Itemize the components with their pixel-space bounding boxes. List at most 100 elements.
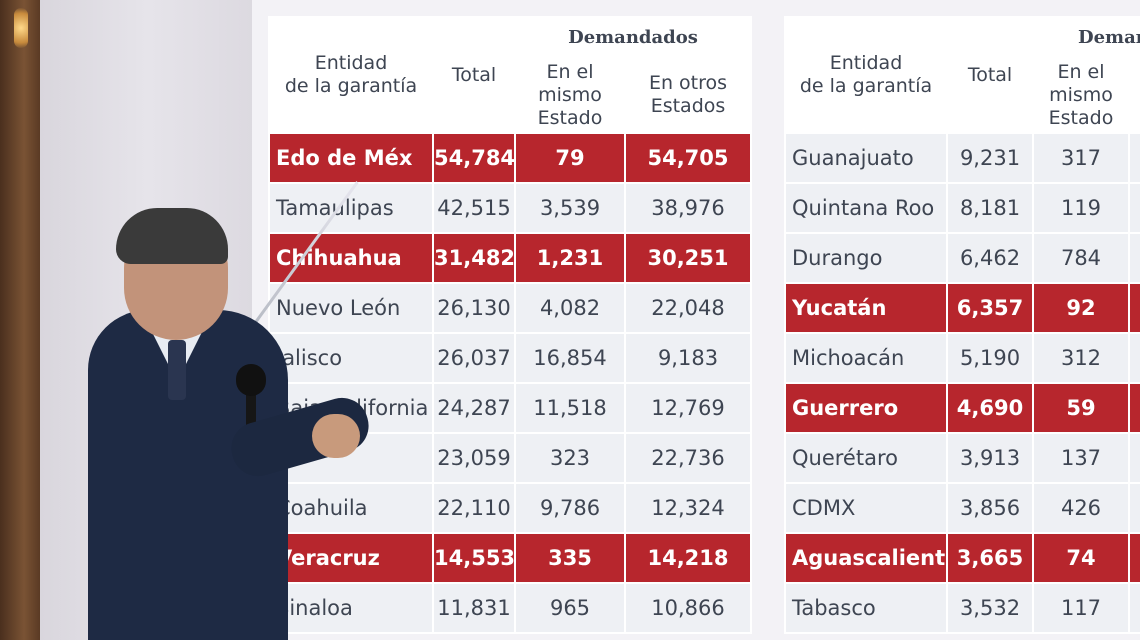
cropped-cell: [1127, 282, 1140, 334]
cell-other: 12,769: [624, 382, 752, 434]
cell-name: Coahuila: [268, 482, 434, 534]
cell-name: Quintana Roo: [784, 182, 948, 234]
cell-same: 965: [514, 582, 626, 634]
cell-name: Veracruz: [268, 532, 434, 584]
col-entity-header: Entidad de la garantía: [784, 16, 948, 134]
cell-total: 31,482: [432, 232, 516, 284]
cropped-cell: [1127, 432, 1140, 484]
table-row: Guanajuato 9,231 317: [784, 132, 1140, 184]
table-row: Jalisco 26,037 16,854 9,183: [268, 332, 752, 384]
cell-total: 3,665: [946, 532, 1034, 584]
cell-other: 22,736: [624, 432, 752, 484]
cell-name: Durango: [784, 232, 948, 284]
col-group-header: Demar: [1031, 16, 1140, 58]
cell-total: 14,553: [432, 532, 516, 584]
cell-total: 4,690: [946, 382, 1034, 434]
cell-same: 4,082: [514, 282, 626, 334]
cell-other: 30,251: [624, 232, 752, 284]
cell-name: Edo de Méx: [268, 132, 434, 184]
cell-total: 5,190: [946, 332, 1034, 384]
cell-total: 9,231: [946, 132, 1034, 184]
cell-name: Tabasco: [784, 582, 948, 634]
cell-total: 3,913: [946, 432, 1034, 484]
cell-total: 6,357: [946, 282, 1034, 334]
cell-same: 59: [1032, 382, 1130, 434]
cell-same: 3,539: [514, 182, 626, 234]
cropped-cell: [1127, 232, 1140, 284]
cell-total: 8,181: [946, 182, 1034, 234]
cell-name: Guanajuato: [784, 132, 948, 184]
cell-same: 137: [1032, 432, 1130, 484]
cell-same: 11,518: [514, 382, 626, 434]
cell-same: 92: [1032, 282, 1130, 334]
cell-name: Yucatán: [784, 282, 948, 334]
cell-total: 26,130: [432, 282, 516, 334]
cell-total: 24,287: [432, 382, 516, 434]
cell-same: 74: [1032, 532, 1130, 584]
cell-same: 784: [1032, 232, 1130, 284]
table-row: Coahuila 22,110 9,786 12,324: [268, 482, 752, 534]
presenter-tie: [168, 340, 186, 400]
table-row: CDMX 3,856 426: [784, 482, 1140, 534]
cropped-cell: [1127, 182, 1140, 234]
col-same-state-header: En el mismo Estado: [1032, 56, 1130, 134]
cell-total: 54,784: [432, 132, 516, 184]
cell-other: 9,183: [624, 332, 752, 384]
cell-same: 16,854: [514, 332, 626, 384]
col-entity-header: Entidad de la garantía: [268, 16, 434, 134]
table-row: Querétaro 3,913 137: [784, 432, 1140, 484]
table-row: Tabasco 3,532 117: [784, 582, 1140, 634]
cropped-cell: [1127, 482, 1140, 534]
cell-same: 79: [514, 132, 626, 184]
table-row: Veracruz 14,553 335 14,218: [268, 532, 752, 584]
cropped-cell: [1127, 382, 1140, 434]
cell-total: 26,037: [432, 332, 516, 384]
cell-same: 335: [514, 532, 626, 584]
cropped-cell: [1127, 582, 1140, 634]
col-total-header: Total: [946, 16, 1034, 134]
cell-same: 117: [1032, 582, 1130, 634]
cell-same: 312: [1032, 332, 1130, 384]
cell-total: 22,110: [432, 482, 516, 534]
table-row: Durango 6,462 784: [784, 232, 1140, 284]
table-row: Nuevo León 26,130 4,082 22,048: [268, 282, 752, 334]
microphone: [236, 364, 266, 396]
cell-other: 12,324: [624, 482, 752, 534]
cropped-cell: [1127, 132, 1140, 184]
cell-total: 42,515: [432, 182, 516, 234]
col-group-header: Demandados: [514, 16, 752, 58]
table-row: Sinaloa 11,831 965 10,866: [268, 582, 752, 634]
cell-total: 3,532: [946, 582, 1034, 634]
cell-same: 323: [514, 432, 626, 484]
table-row: Yucatán 6,357 92: [784, 282, 1140, 334]
table-row: Edo de Méx 54,784 79 54,705: [268, 132, 752, 184]
cell-name: Nuevo León: [268, 282, 434, 334]
cell-same: 317: [1032, 132, 1130, 184]
cell-same: 9,786: [514, 482, 626, 534]
microphone-stem: [246, 390, 256, 434]
presenter: [80, 200, 375, 640]
table-row: Quintana Roo 8,181 119: [784, 182, 1140, 234]
cell-name: Jalisco: [268, 332, 434, 384]
presenter-hair: [116, 208, 228, 264]
col-other-state-header: En otros Estados: [624, 56, 752, 134]
cell-same: 119: [1032, 182, 1130, 234]
right-data-table: Entidad de la garantía Total Demar En el m…: [784, 16, 1140, 634]
cell-other: 14,218: [624, 532, 752, 584]
cell-total: 11,831: [432, 582, 516, 634]
cell-name: Guerrero: [784, 382, 948, 434]
table-row: Guerrero 4,690 59: [784, 382, 1140, 434]
cell-total: 6,462: [946, 232, 1034, 284]
cell-other: 10,866: [624, 582, 752, 634]
cell-same: 1,231: [514, 232, 626, 284]
col-total-header: Total: [432, 16, 516, 134]
cell-other: 54,705: [624, 132, 752, 184]
presenter-hand: [312, 414, 360, 458]
cell-name: Querétaro: [784, 432, 948, 484]
cropped-cell: [1127, 332, 1140, 384]
cell-name: Michoacán: [784, 332, 948, 384]
wall-lamp: [14, 8, 28, 48]
cell-total: 3,856: [946, 482, 1034, 534]
table-row: Michoacán 5,190 312: [784, 332, 1140, 384]
cell-other: 22,048: [624, 282, 752, 334]
